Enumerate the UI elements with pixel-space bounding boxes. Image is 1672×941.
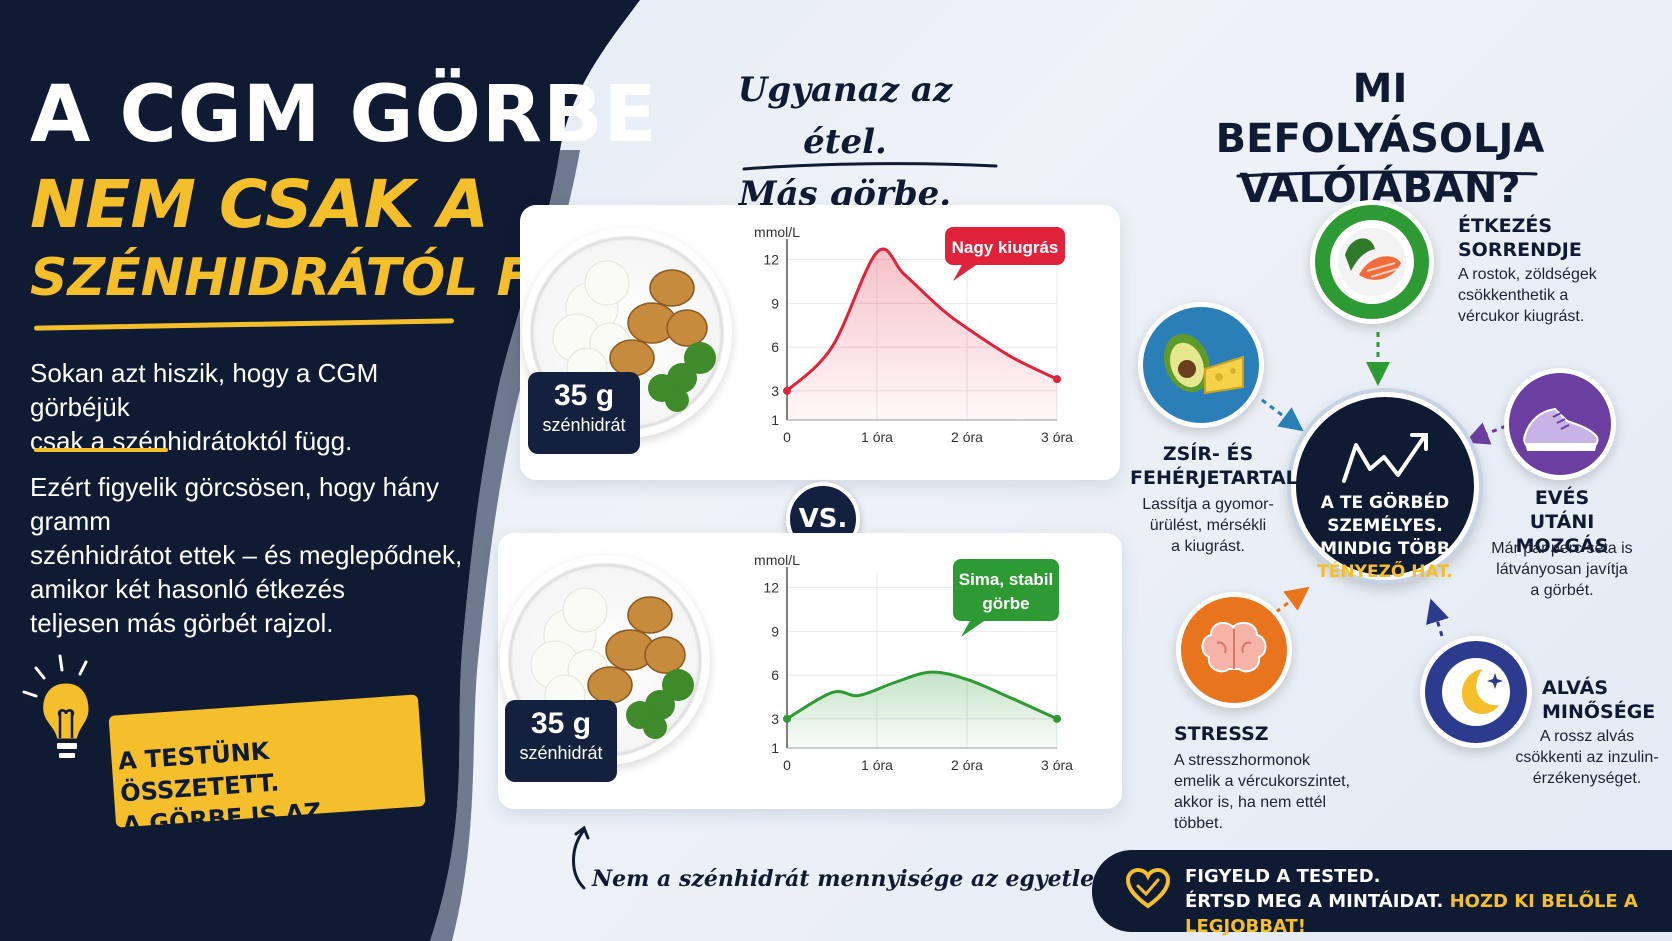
y-axis-label: mmol/L [754,225,800,240]
factor-move-circle [1504,368,1616,480]
x-tick-label: 2 óra [951,429,983,445]
factor-move-title: EVÉS UTÁNI MOZGÁS [1515,487,1609,557]
data-point [783,386,791,395]
avocado-cheese-icon [1163,333,1244,395]
y-axis-label: mmol/L [754,553,800,568]
factor-fat-circle [1138,302,1264,428]
title-line-1: A CGM GÖRBE [30,70,658,160]
bottom-callout-text: FIGYELD A TESTED. ÉRTSD MEG A MINTÁIDAT.… [1185,866,1638,937]
y-tick-label: 12 [763,252,779,268]
x-tick-label: 0 [783,757,791,773]
y-tick-label: 1 [771,412,779,428]
callout-bubble: Sima, stabil görbe [953,559,1059,637]
title-line-2: NEM CSAK A [30,166,489,243]
y-tick-label: 9 [771,623,779,639]
y-tick-label: 9 [771,295,779,311]
center-personal-curve [1291,392,1479,580]
glucose-chart-stable: 12 9 6 3 10 1 óra 2 óra 3 óra mmol/L Sima, stabil… [754,553,1073,773]
data-point [1053,714,1061,723]
factor-fat-text: Lassítja a gyomor- ürülést, mérsékli a k… [1142,496,1274,555]
lightbulb-icon [22,654,92,760]
factor-stress-circle [1176,592,1292,708]
data-point [1053,375,1061,384]
brain-icon [1201,621,1267,673]
glucose-chart-spike: 12 9 6 3 10 1 óra 2 óra 3 óra mmol/L Nagy kiugrás [754,225,1073,445]
carb-badge-spike: 35 g szénhidrát [528,372,640,454]
curved-arrow-icon [572,825,590,890]
x-tick-label: 3 óra [1041,429,1073,445]
factor-stress-text: A stresszhormonok emelik a vércukorszint… [1174,752,1351,832]
explanation-paragraph: Ezért figyelik görcsösen, hogy hány gram… [30,472,463,638]
y-tick-label: 3 [771,383,779,399]
y-tick-label: 6 [771,339,779,355]
middle-heading-underline [742,162,998,171]
callout-bubble: Nagy kiugrás [945,227,1065,281]
center-text: A TE GÖRBÉD SZEMÉLYES. MINDIG TÖBB TÉNYE… [1317,493,1453,582]
factor-sleep-title: ALVÁS MINŐSÉGE [1542,677,1656,723]
x-tick-label: 2 óra [951,757,983,773]
heart-icon [1125,867,1171,909]
y-tick-label: 6 [771,667,779,683]
x-tick-label: 3 óra [1041,757,1073,773]
rice-chicken-broccoli-icon [552,260,716,412]
factor-stress-title: STRESSZ [1174,723,1269,745]
intro-paragraph: Sokan azt hiszik, hogy a CGM görbéjük cs… [30,358,379,456]
bottom-callout-bar [1092,850,1672,932]
x-tick-label: 1 óra [861,429,893,445]
sneaker-icon [1523,407,1599,451]
salad-salmon-icon [1330,220,1414,304]
series-area [787,249,1057,420]
factor-move-text: Már pár perc séta is látványosan javítja… [1491,540,1633,599]
right-heading-underline [1236,170,1538,178]
factor-order-title: ÉTKEZÉS SORRENDJE [1458,215,1582,261]
data-point [783,714,791,723]
y-tick-label: 3 [771,711,779,727]
paragraph-divider [34,448,168,452]
y-tick-label: 1 [771,740,779,756]
callout-text: görbe [982,594,1029,613]
x-tick-label: 1 óra [861,757,893,773]
series-line [785,670,1059,721]
callout-text: Sima, stabil [959,570,1053,589]
y-tick-label: 12 [763,580,779,596]
series-area [787,672,1057,748]
carb-badge-stable: 35 g szénhidrát [505,700,617,782]
trend-up-icon [1342,433,1428,483]
moon-stars-icon [1442,658,1510,726]
x-tick-label: 0 [783,429,791,445]
series-line [785,247,1059,393]
factor-fat-title: ZSÍR- ÉS FEHÉRJETARTALOM [1130,443,1333,489]
factor-sleep-circle [1420,636,1532,748]
callout-text: Nagy kiugrás [952,238,1059,257]
factor-order-circle [1310,200,1434,324]
factor-sleep-text: A rossz alvás csökkenti az inzulin- érzé… [1515,728,1659,787]
factor-order-text: A rostok, zöldségek csökkenthetik a vérc… [1458,266,1597,325]
